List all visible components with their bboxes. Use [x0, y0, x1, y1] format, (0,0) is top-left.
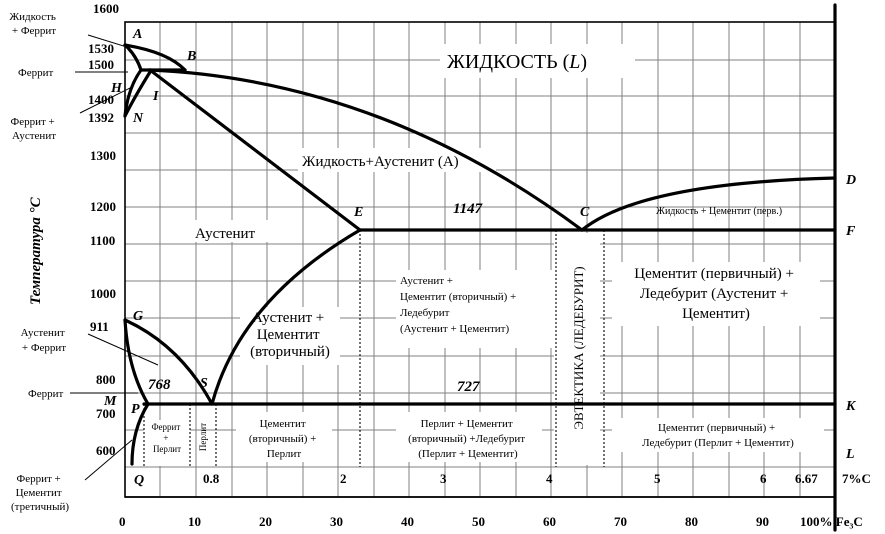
xtick-fe3c-40: 40 — [401, 514, 414, 529]
point-s: S — [200, 376, 208, 391]
isotherm-1147: 1147 — [453, 201, 483, 217]
region-liquid-austenite: Жидкость+Аустенит (А) — [302, 154, 459, 170]
solidus-je — [148, 68, 362, 232]
liquidus-bc — [148, 68, 584, 232]
point-k: K — [845, 399, 857, 414]
point-q: Q — [134, 473, 144, 488]
xtick-fe3c-20: 20 — [259, 514, 272, 529]
pq-line — [130, 402, 150, 466]
point-l: L — [845, 447, 855, 462]
xtick-fe3c-80: 80 — [685, 514, 698, 529]
xtick-c-5: 5 — [654, 471, 661, 486]
region-liquid-cementite: Жидкость + Цементит (перв.) — [656, 206, 782, 217]
liquidus-ab — [123, 43, 187, 72]
region-eutectic-ledeburite: ЭВТЕКТИКА (ЛЕДЕБУРИТ) — [571, 266, 586, 429]
ytick-1100: 1100 — [90, 233, 115, 248]
point-p: P — [131, 402, 140, 417]
xtick-c-3: 3 — [440, 471, 447, 486]
region-aust-cem-sec: Аустенит + Цементит (вторичный) — [250, 310, 330, 360]
liquidus-cd — [580, 176, 837, 232]
xtick-fe3c-0: 0 — [119, 514, 126, 529]
point-d: D — [845, 173, 856, 188]
xtick-fe3c-50: 50 — [472, 514, 485, 529]
region-aust-cem-led: Аустенит + Цементит (вторичный) + Ледебу… — [400, 275, 519, 335]
point-m: M — [103, 394, 117, 409]
region-ferrite-pearlite: Феррит + Перлит — [151, 422, 182, 454]
region-cem-prim-led-aust: Цементит (первичный) + Ледебурит (Аустен… — [634, 266, 797, 322]
xtick-c-6.67: 6.67 — [795, 471, 818, 486]
note-ferrite-low: Феррит — [28, 388, 63, 400]
isotherm-768: 768 — [148, 377, 171, 393]
note-liquid-ferrite: Жидкость + Феррит — [9, 11, 58, 37]
region-pearlite: Перлит — [198, 423, 208, 451]
ytick-1392: 1392 — [88, 110, 114, 125]
xtick-fe3c-30: 30 — [330, 514, 343, 529]
ytick-1300: 1300 — [90, 148, 116, 163]
isotherm-727: 727 — [457, 379, 480, 395]
ytick-800: 800 — [96, 372, 116, 387]
y-axis-title: Температура °С — [28, 196, 44, 305]
xtick-c-6: 6 — [760, 471, 767, 486]
xtick-fe3c-70: 70 — [614, 514, 627, 529]
ytick-1530: 1530 — [88, 41, 114, 56]
xtick-c-4: 4 — [546, 471, 553, 486]
ytick-1500: 1500 — [88, 57, 114, 72]
region-cem-sec-pearlite: Цементит (вторичный) + Перлит — [249, 418, 319, 460]
point-i: I — [152, 89, 159, 104]
ytick-911: 911 — [90, 319, 109, 334]
note-ferrite-cementite: Феррит + Цементит (третичный) — [11, 473, 69, 513]
note-ferrite-austenite: Феррит + Аустенит — [11, 116, 58, 142]
point-g: G — [133, 309, 143, 324]
ytick-1400: 1400 — [88, 92, 114, 107]
xtick-c-7: 7%C — [842, 471, 871, 486]
xtick-c-0.8: 0.8 — [203, 471, 220, 486]
point-f: F — [845, 224, 856, 239]
note-austenite-ferrite: Аустенит + Феррит — [21, 327, 68, 354]
ytick-1600: 1600 — [93, 1, 119, 16]
region-pearl-cem-led: Перлит + Цементит (вторичный) +Ледебурит… — [408, 418, 528, 460]
point-e: E — [353, 205, 363, 220]
xtick-fe3c-100: 100% Fe₃C — [800, 514, 863, 529]
point-b: B — [186, 49, 196, 64]
a3-line-gs — [123, 318, 214, 406]
acm-line-es — [210, 228, 362, 406]
ytick-600: 600 — [96, 443, 116, 458]
point-c: C — [580, 205, 590, 220]
point-n: N — [132, 111, 144, 126]
pointer-lines — [70, 34, 159, 481]
note-ferrite-top: Феррит — [18, 67, 53, 79]
region-cem-prim-led-pearl: Цементит (первичный) + Ледебурит (Перлит… — [642, 422, 794, 449]
ytick-1200: 1200 — [90, 199, 116, 214]
xtick-c-2: 2 — [340, 471, 347, 486]
gp-line — [123, 318, 150, 406]
point-h: H — [110, 81, 123, 96]
region-liquid: ЖИДКОСТЬ (L) — [447, 51, 587, 73]
point-a: A — [132, 27, 142, 42]
phase-lines — [123, 3, 837, 532]
xtick-fe3c-10: 10 — [188, 514, 201, 529]
xtick-fe3c-60: 60 — [543, 514, 556, 529]
region-austenite: Аустенит — [195, 226, 256, 242]
xtick-fe3c-90: 90 — [756, 514, 769, 529]
jn-line — [123, 70, 152, 118]
ytick-700: 700 — [96, 406, 116, 421]
ytick-1000: 1000 — [90, 286, 116, 301]
